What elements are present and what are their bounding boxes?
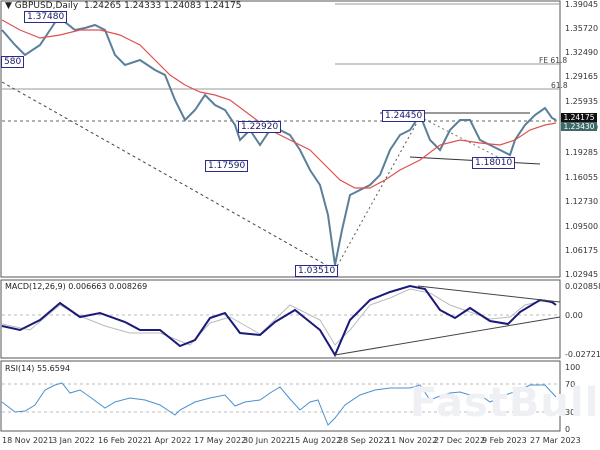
price-axis-label: 1.12730: [565, 197, 599, 206]
price-axis-label: 1.19285: [565, 148, 599, 157]
macd-label: MACD(12,26,9) 0.006663 0.008269: [5, 282, 148, 291]
rsi-axis-label: 100: [565, 363, 581, 372]
price-tag: 1.24450: [382, 110, 426, 122]
price-axis-label: 1.32490: [565, 48, 599, 57]
macd-axis-zero: 0.00: [565, 311, 583, 320]
rsi-axis-label: 0: [565, 425, 571, 434]
time-axis-label: 27 Dec 2022: [434, 436, 486, 445]
time-axis-label: 9 Feb 2023: [482, 436, 527, 445]
rsi-axis-label: 30: [565, 408, 576, 417]
time-axis-label: 16 Feb 2022: [98, 436, 148, 445]
price-tag: 1.17590: [205, 160, 249, 172]
price-tag: 1.22920: [238, 121, 282, 133]
current-price-box: 1.24175: [561, 113, 597, 122]
price-axis-label: 1.39045: [565, 0, 599, 9]
time-axis-label: 18 Nov 2021: [2, 436, 54, 445]
time-axis-label: 30 Jun 2022: [243, 436, 292, 445]
time-axis-label: 28 Sep 2022: [338, 436, 389, 445]
price-axis-label: 1.35720: [565, 24, 599, 33]
time-axis-label: 11 Nov 2022: [386, 436, 438, 445]
chart-title: ▼ GBPUSD,Daily 1.24265 1.24333 1.24083 1…: [5, 1, 242, 11]
time-axis-label: 1 Apr 2022: [147, 436, 192, 445]
ref-price-box: 1.23430: [561, 122, 597, 131]
macd-axis-bottom: -0.027213: [565, 350, 600, 359]
time-axis-label: 3 Jan 2022: [52, 436, 95, 445]
price-axis-label: 1.29165: [565, 72, 599, 81]
price-axis-label: 1.09500: [565, 222, 599, 231]
price-tag: 1.37480: [24, 11, 68, 23]
time-axis-label: 27 Mar 2023: [530, 436, 581, 445]
time-axis-label: 17 May 2022: [194, 436, 247, 445]
rsi-axis-label: 70: [565, 380, 576, 389]
fib-ret-label: 61.8: [551, 81, 568, 90]
macd-axis-top: 0.020858: [565, 282, 600, 291]
price-axis-label: 1.16055: [565, 173, 599, 182]
rsi-label: RSI(14) 55.6594: [5, 364, 71, 373]
price-tag: 580: [1, 56, 25, 68]
price-axis-label: 1.25935: [565, 97, 599, 106]
time-axis-label: 15 Aug 2022: [290, 436, 342, 445]
price-tag: 1.18010: [472, 157, 516, 169]
price-axis-label: 1.06175: [565, 246, 599, 255]
fib-fe-label: FE 61.8: [539, 56, 568, 65]
price-axis-label: 1.02945: [565, 270, 599, 279]
watermark: FastBull: [410, 380, 600, 426]
price-tag: 1.03510: [295, 265, 339, 277]
